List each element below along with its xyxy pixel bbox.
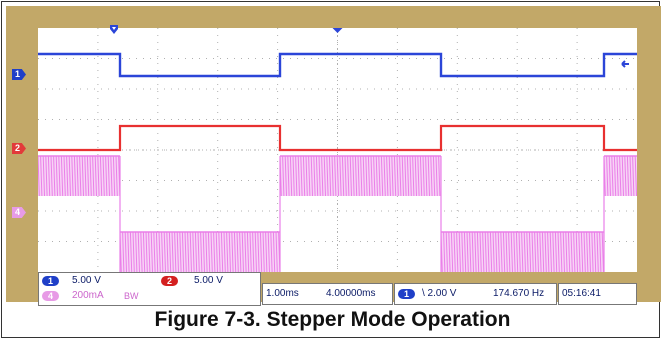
trigger-source-badge: 1 bbox=[398, 289, 415, 299]
ch4-chop-segment bbox=[119, 231, 281, 272]
ch2-ground-marker[interactable]: 2 bbox=[12, 143, 26, 154]
trigger-level: \ 2.00 V bbox=[422, 288, 457, 299]
vertical-settings-panel[interactable]: 1 5.00 V 2 5.00 V 4 200mA BW bbox=[38, 272, 261, 306]
trigger-panel[interactable]: 1 \ 2.00 V 174.670 Hz bbox=[394, 283, 557, 305]
ch4-chop-segment bbox=[279, 155, 441, 197]
ch4-chop-segment bbox=[440, 231, 604, 272]
ch2-scale: 5.00 V bbox=[194, 275, 223, 286]
ch4-scale: 200mA bbox=[72, 290, 104, 301]
offscreen-arrow-icon bbox=[619, 56, 629, 68]
ch1-waveform bbox=[38, 52, 637, 78]
ch4-chop-segment bbox=[603, 155, 637, 197]
ch2-waveform bbox=[38, 124, 637, 152]
ch4-chop-envelope bbox=[38, 156, 120, 196]
clock-time: 05:16:41 bbox=[562, 288, 601, 299]
time-reference-icon bbox=[332, 28, 343, 33]
timebase-panel[interactable]: 1.00ms 4.00000ms bbox=[262, 283, 393, 305]
timebase-position: 4.00000ms bbox=[326, 288, 376, 299]
oscilloscope-display: 1 2 4 1 5.00 V 2 5.00 V 4 200mA BW 1.00m… bbox=[6, 6, 661, 306]
figure-caption: Figure 7-3. Stepper Mode Operation bbox=[154, 308, 511, 331]
timebase-scale: 1.00ms bbox=[266, 288, 299, 299]
ch4-bandwidth-limit: BW bbox=[124, 291, 139, 301]
trigger-frequency: 174.670 Hz bbox=[493, 288, 545, 299]
ch4-marker-label: 4 bbox=[15, 207, 21, 217]
ch2-badge: 2 bbox=[161, 276, 178, 286]
ch4-badge: 4 bbox=[42, 291, 59, 301]
ch2-marker-label: 2 bbox=[15, 143, 21, 153]
ch4-ground-marker[interactable]: 4 bbox=[12, 207, 26, 218]
waveform-plot bbox=[38, 28, 637, 272]
ch4-chop-segment bbox=[38, 155, 121, 197]
waveform-screen bbox=[38, 28, 637, 272]
ch1-badge: 1 bbox=[42, 276, 59, 286]
ch1-marker-label: 1 bbox=[15, 69, 21, 79]
status-bar: 1 5.00 V 2 5.00 V 4 200mA BW 1.00ms 4.00… bbox=[38, 272, 637, 306]
clock-panel: 05:16:41 bbox=[558, 283, 637, 305]
ch1-scale: 5.00 V bbox=[72, 275, 101, 286]
trigger-position-icon[interactable] bbox=[110, 22, 118, 34]
ch1-ground-marker[interactable]: 1 bbox=[12, 69, 26, 80]
